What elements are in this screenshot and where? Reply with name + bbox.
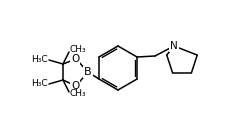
Text: O: O xyxy=(71,81,79,91)
Text: N: N xyxy=(170,41,178,51)
Text: O: O xyxy=(71,54,79,64)
Text: CH₃: CH₃ xyxy=(70,45,87,54)
Text: B: B xyxy=(84,67,92,77)
Text: H₃C: H₃C xyxy=(31,56,48,64)
Text: CH₃: CH₃ xyxy=(70,89,87,99)
Text: H₃C: H₃C xyxy=(31,80,48,89)
